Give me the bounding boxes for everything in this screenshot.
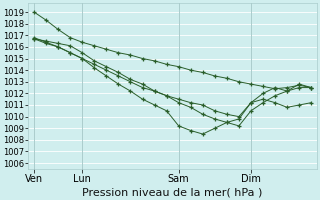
X-axis label: Pression niveau de la mer( hPa ): Pression niveau de la mer( hPa ) <box>83 187 263 197</box>
